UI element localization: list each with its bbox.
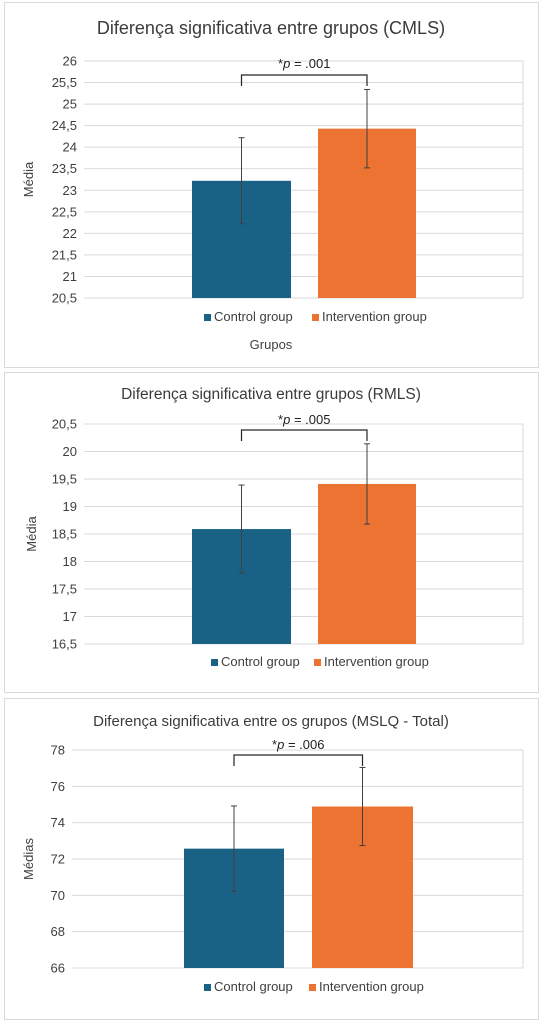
y-tick-label: 74 xyxy=(51,815,65,830)
significance-bracket xyxy=(233,754,364,766)
chart-panel-cmls: 20,5 21 21,5 22 22,5 23 23,5 24 24,5 25 25,5 26 Dife… xyxy=(4,2,539,368)
y-tick-label: 22,5 xyxy=(52,204,77,219)
legend-label: Control group xyxy=(214,979,293,994)
significance-label: *p = .006 xyxy=(272,737,324,752)
y-tick-label: 23,5 xyxy=(52,161,77,176)
legend-swatch xyxy=(309,984,316,991)
legend-label: Control group xyxy=(214,309,293,324)
chart-title: Diferença significativa entre os grupos … xyxy=(93,713,449,730)
y-tick-label: 19 xyxy=(63,499,77,514)
chart-panel-rmls: 16,5 17 17,5 18 18,5 19 19,5 20 20,5 Diferença si… xyxy=(4,372,539,693)
y-tick-label: 19,5 xyxy=(52,472,77,487)
legend-swatch xyxy=(204,314,211,321)
y-tick-label: 18,5 xyxy=(52,527,77,542)
significance-label: *p = .005 xyxy=(278,412,330,427)
significance-label: *p = .001 xyxy=(278,56,330,71)
legend-label: Intervention group xyxy=(324,654,429,669)
legend-label: Intervention group xyxy=(319,979,424,994)
chart-title: Diferença significativa entre grupos (RM… xyxy=(121,386,421,403)
y-tick-label: 16,5 xyxy=(52,637,77,652)
y-tick-label: 76 xyxy=(51,779,65,794)
significance-bracket xyxy=(240,74,368,86)
y-tick-label: 25,5 xyxy=(52,75,77,90)
y-tick-label: 18 xyxy=(63,554,77,569)
y-tick-label: 23 xyxy=(63,183,77,198)
legend-swatch xyxy=(204,984,211,991)
legend: Control group Intervention group xyxy=(204,979,424,994)
y-tick-label: 21 xyxy=(63,269,77,284)
legend-label: Intervention group xyxy=(322,309,427,324)
y-tick-label: 24 xyxy=(63,140,77,155)
significance-bracket xyxy=(240,429,368,441)
y-tick-label: 17 xyxy=(63,609,77,624)
y-tick-label: 20,5 xyxy=(52,291,77,306)
chart-panel-mslq: 66 68 70 72 74 76 78 Diferença significativa en… xyxy=(4,698,539,1020)
legend-label: Control group xyxy=(221,654,300,669)
chart-cmls: 20,5 21 21,5 22 22,5 23 23,5 24 24,5 25 25,5 26 Dife… xyxy=(21,18,524,352)
y-tick-label: 72 xyxy=(51,852,65,867)
y-axis-label: Média xyxy=(21,161,36,197)
y-tick-label: 20 xyxy=(63,444,77,459)
y-axis-label: Médias xyxy=(21,838,36,880)
legend-swatch xyxy=(211,659,218,666)
legend: Control group Intervention group xyxy=(204,309,427,324)
legend: Control group Intervention group xyxy=(211,654,429,669)
y-tick-label: 20,5 xyxy=(52,417,77,432)
chart-rmls: 16,5 17 17,5 18 18,5 19 19,5 20 20,5 Diferença si… xyxy=(24,386,524,669)
chart-title: Diferença significativa entre grupos (CM… xyxy=(97,18,445,38)
y-tick-label: 26 xyxy=(63,54,77,69)
y-tick-label: 25 xyxy=(63,97,77,112)
y-tick-label: 24,5 xyxy=(52,118,77,133)
y-tick-label: 68 xyxy=(51,924,65,939)
y-tick-label: 70 xyxy=(51,888,65,903)
y-axis-label: Média xyxy=(24,516,39,552)
y-tick-label: 22 xyxy=(63,226,77,241)
y-tick-label: 66 xyxy=(51,961,65,976)
y-tick-label: 78 xyxy=(51,743,65,758)
y-tick-label: 21,5 xyxy=(52,247,77,262)
chart-mslq: 66 68 70 72 74 76 78 Diferença significativa en… xyxy=(21,713,524,994)
legend-swatch xyxy=(312,314,319,321)
x-axis-label: Grupos xyxy=(250,337,293,352)
y-tick-label: 17,5 xyxy=(52,582,77,597)
legend-swatch xyxy=(314,659,321,666)
